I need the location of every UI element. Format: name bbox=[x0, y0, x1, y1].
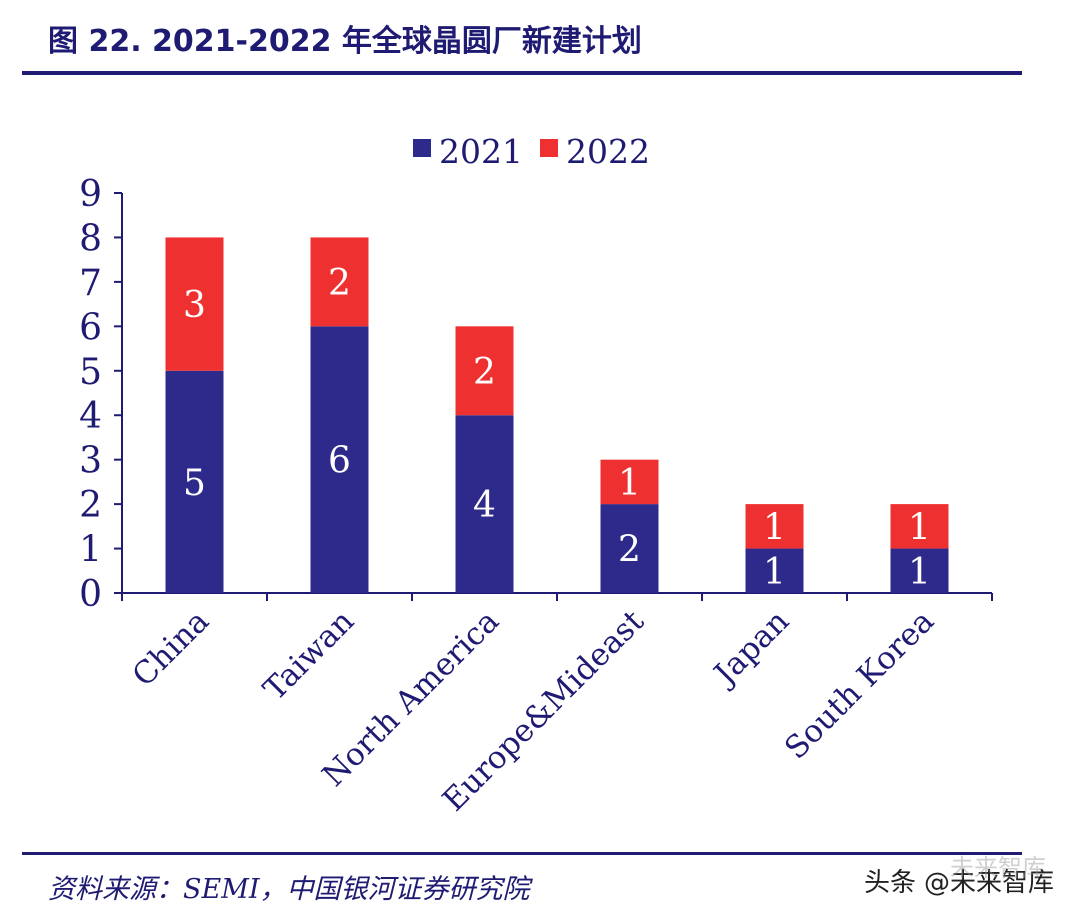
x-category-label: South Korea bbox=[778, 603, 941, 766]
legend-swatch-2021 bbox=[413, 139, 431, 157]
bar-2021-china bbox=[165, 370, 224, 593]
title-divider bbox=[22, 71, 1022, 75]
y-tick-label: 1 bbox=[79, 530, 102, 571]
x-category-label: Taiwan bbox=[257, 603, 361, 707]
bar-2021-south-korea bbox=[890, 548, 949, 593]
data-label: 1 bbox=[763, 507, 786, 548]
y-tick-label: 5 bbox=[79, 352, 102, 393]
y-tick-label: 4 bbox=[79, 396, 102, 437]
bar-2022-south-korea bbox=[890, 504, 949, 549]
bar-2021-europe-mideast bbox=[600, 504, 659, 593]
data-label: 2 bbox=[328, 263, 351, 304]
y-tick-label: 2 bbox=[79, 485, 102, 526]
y-tick-label: 9 bbox=[79, 174, 102, 215]
bar-2022-europe-mideast bbox=[600, 459, 659, 505]
data-label: 1 bbox=[618, 463, 641, 504]
legend-label-2022: 2022 bbox=[566, 132, 650, 171]
y-tick-label: 6 bbox=[79, 307, 102, 348]
data-label: 1 bbox=[908, 507, 931, 548]
bar-2022-taiwan bbox=[310, 237, 369, 327]
data-label: 2 bbox=[473, 352, 496, 393]
watermark-faded: 未来智库 bbox=[950, 854, 1046, 882]
data-label: 4 bbox=[473, 485, 496, 526]
bar-2022-north-america bbox=[455, 326, 514, 416]
data-label: 5 bbox=[183, 463, 206, 504]
footer-divider bbox=[22, 852, 1022, 855]
legend-swatch-2022 bbox=[540, 139, 558, 157]
bar-2022-china bbox=[165, 237, 224, 371]
source-note: 资料来源：SEMI，中国银河证券研究院 bbox=[48, 874, 530, 905]
chart-title: 图 22. 2021-2022 年全球晶圆厂新建计划 bbox=[48, 24, 642, 59]
y-tick-label: 7 bbox=[79, 263, 102, 304]
data-label: 3 bbox=[183, 285, 206, 326]
y-tick-label: 8 bbox=[79, 218, 102, 259]
bar-2021-japan bbox=[745, 548, 804, 593]
data-label: 1 bbox=[908, 552, 931, 593]
data-label: 6 bbox=[328, 441, 351, 482]
bar-2021-taiwan bbox=[310, 326, 369, 593]
bar-2022-japan bbox=[745, 504, 804, 549]
data-label: 1 bbox=[763, 552, 786, 593]
x-category-label: China bbox=[126, 603, 217, 694]
watermark: 头条 @未来智库 未来智库 bbox=[863, 854, 1054, 899]
y-tick-label: 3 bbox=[79, 441, 102, 482]
legend-label-2021: 2021 bbox=[439, 132, 523, 171]
y-tick-label: 0 bbox=[79, 574, 102, 615]
data-label: 2 bbox=[618, 530, 641, 571]
watermark-account: @未来智库 bbox=[923, 868, 1054, 898]
bar-2021-north-america bbox=[455, 415, 514, 593]
watermark-platform: 头条 bbox=[863, 868, 916, 898]
x-category-label: Japan bbox=[706, 603, 797, 694]
